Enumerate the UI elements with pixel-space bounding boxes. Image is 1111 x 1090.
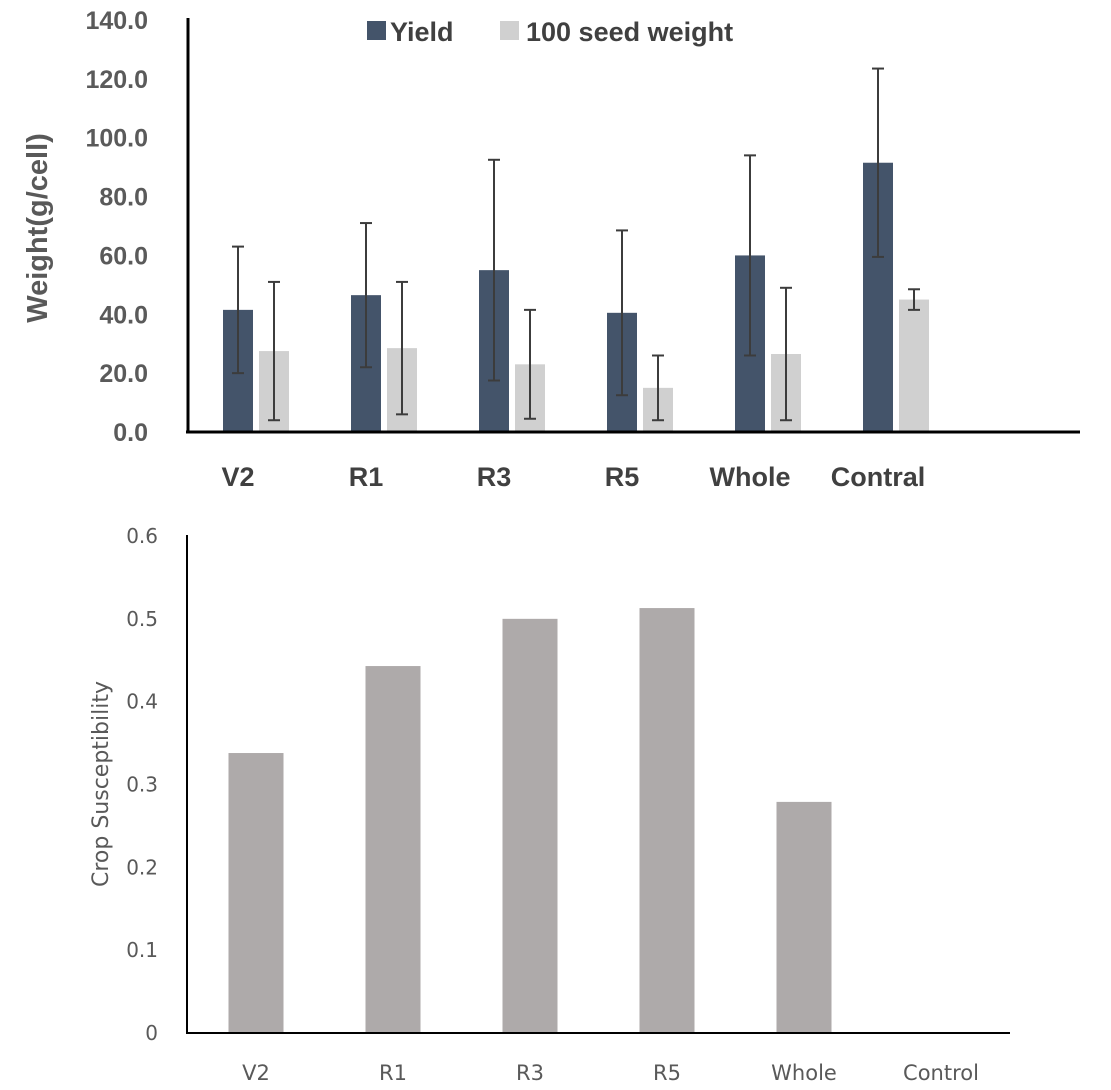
weight-chart-category-label-contral: Contral	[831, 462, 926, 492]
susceptibility-chart-y-tick-label: 0.5	[126, 607, 158, 631]
error-bar-100-seed-weight-r3	[524, 308, 536, 420]
error-bar-yield-v2	[232, 245, 244, 375]
susceptibility-chart-category-label-r3: R3	[516, 1061, 544, 1085]
weight-chart-legend: Yield 100 seed weight	[367, 17, 733, 47]
error-bar-yield-contral	[872, 67, 884, 258]
susceptibility-chart-category-label-r1: R1	[379, 1061, 407, 1085]
susceptibility-chart-category-label-control: Control	[903, 1061, 979, 1085]
susceptibility-chart-y-tick-label: 0	[145, 1021, 158, 1045]
susceptibility-chart-category-label-whole: Whole	[771, 1061, 837, 1085]
error-bar-100-seed-weight-contral	[908, 288, 920, 311]
bar-susceptibility-r1	[365, 666, 421, 1033]
legend-label-yield: Yield	[390, 17, 454, 47]
susceptibility-chart-y-tick-label: 0.3	[126, 773, 158, 797]
susceptibility-chart: Crop Susceptibility 00.10.20.30.40.50.6 …	[89, 524, 1010, 1085]
weight-chart: Weight(g/cell) 0.0 20.0 40.0 60.0 80.0 100.0 1…	[22, 7, 1080, 492]
error-bar-100-seed-weight-whole	[780, 286, 792, 422]
weight-chart-category-label-whole: Whole	[710, 462, 791, 492]
weight-chart-y-tick-label: 60.0	[99, 242, 148, 270]
error-bar-yield-r3	[488, 158, 500, 382]
bar-100-seed-weight-contral	[899, 299, 929, 432]
bar-susceptibility-whole	[776, 801, 832, 1033]
bar-susceptibility-v2	[228, 753, 284, 1033]
susceptibility-chart-y-tick-label: 0.2	[126, 855, 158, 879]
error-bar-yield-whole	[744, 154, 756, 357]
error-bar-100-seed-weight-r1	[396, 280, 408, 416]
weight-chart-y-tick-label: 120.0	[85, 66, 148, 94]
legend-label-100-seed-weight: 100 seed weight	[526, 17, 733, 47]
susceptibility-chart-y-axis-label: Crop Susceptibility	[89, 681, 114, 887]
weight-chart-y-tick-label: 140.0	[85, 7, 148, 35]
susceptibility-chart-category-label-v2: V2	[242, 1061, 270, 1085]
susceptibility-chart-y-tick-label: 0.6	[126, 524, 158, 548]
weight-chart-y-tick-label: 0.0	[113, 419, 148, 447]
susceptibility-chart-y-tick-label: 0.4	[126, 690, 158, 714]
legend-swatch-100-seed-weight	[500, 21, 519, 40]
error-bar-100-seed-weight-r5	[652, 354, 664, 422]
weight-chart-category-label-v2: V2	[221, 462, 254, 492]
weight-chart-category-label-r3: R3	[477, 462, 512, 492]
legend-swatch-yield	[367, 21, 386, 40]
bar-susceptibility-r3	[502, 618, 558, 1033]
bar-susceptibility-r5	[639, 608, 695, 1033]
error-bar-yield-r1	[360, 222, 372, 369]
error-bar-yield-r5	[616, 229, 628, 397]
susceptibility-chart-y-tick-label: 0.1	[126, 938, 158, 962]
weight-chart-y-tick-label: 100.0	[85, 125, 148, 153]
weight-chart-category-label-r1: R1	[349, 462, 384, 492]
weight-chart-y-tick-label: 40.0	[99, 301, 148, 329]
weight-chart-y-axis-label: Weight(g/cell)	[22, 133, 54, 323]
error-bar-100-seed-weight-v2	[268, 280, 280, 422]
weight-chart-y-tick-label: 80.0	[99, 184, 148, 212]
weight-chart-category-label-r5: R5	[605, 462, 640, 492]
susceptibility-chart-category-label-r5: R5	[653, 1061, 681, 1085]
weight-chart-y-tick-label: 20.0	[99, 360, 148, 388]
